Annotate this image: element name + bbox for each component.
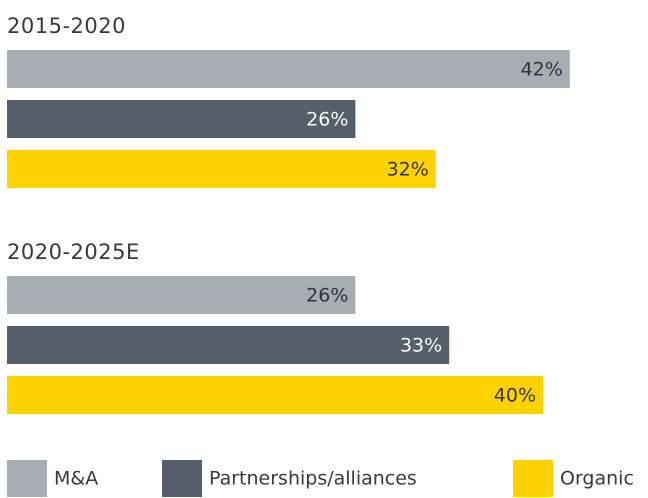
- bar: [7, 50, 570, 88]
- bar-label: 26%: [306, 109, 348, 131]
- legend-swatch: [162, 460, 202, 497]
- bar: [7, 326, 450, 364]
- bar: [7, 376, 543, 414]
- bar-label: 40%: [494, 385, 536, 407]
- group-title: 2015-2020: [7, 14, 126, 38]
- bar: [7, 150, 436, 188]
- legend-text: Partnerships/alliances: [209, 468, 417, 490]
- bar: [7, 100, 356, 138]
- bar-label: 33%: [400, 335, 442, 357]
- legend-swatch: [7, 460, 47, 497]
- legend-text: Organic: [560, 468, 634, 490]
- legend-swatch: [513, 460, 553, 497]
- legend-text: M&A: [54, 468, 98, 490]
- bar: [7, 276, 356, 314]
- bar-label: 32%: [387, 159, 429, 181]
- group-title: 2020-2025E: [7, 240, 140, 264]
- bar-label: 42%: [521, 59, 563, 81]
- bar-label: 26%: [306, 285, 348, 307]
